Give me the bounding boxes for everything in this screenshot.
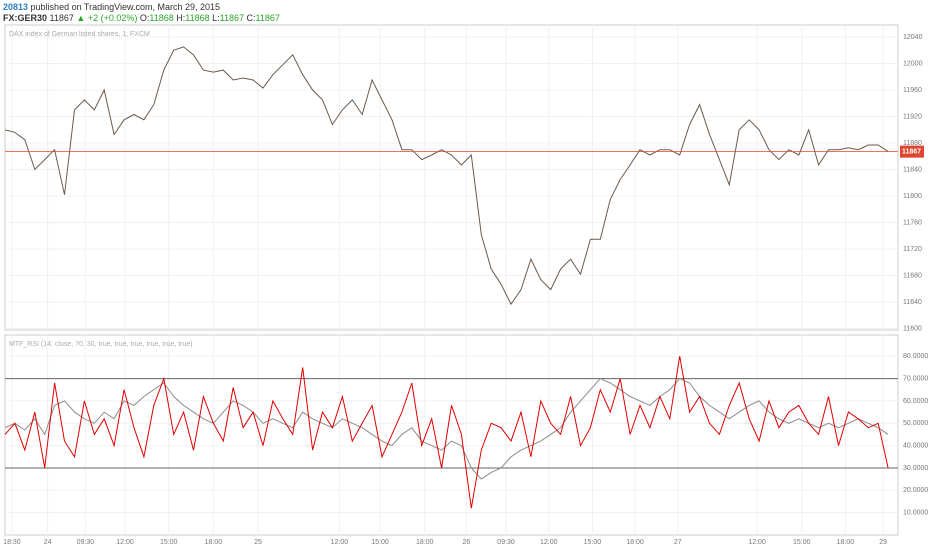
- x-tick-label: 12:00: [540, 539, 558, 546]
- y-tick-label: 50.0000: [903, 420, 928, 427]
- x-tick-label: 09:30: [497, 539, 515, 546]
- pane-title: MTF_RSI (14, close, 70, 30, true, true, …: [9, 341, 193, 348]
- x-tick-label: 27: [674, 539, 682, 546]
- o-label: O:: [139, 13, 150, 23]
- y-tick-label: 11880: [903, 140, 922, 147]
- header: 20813 published on TradingView.com, Marc…: [3, 2, 280, 24]
- x-tick-label: 18:30: [3, 539, 21, 546]
- y-tick-label: 30.0000: [903, 465, 928, 472]
- symbol: FX:GER30: [3, 13, 48, 23]
- y-tick-label: 11920: [903, 113, 922, 120]
- y-tick-label: 20.0000: [903, 487, 928, 494]
- publish-line: 20813 published on TradingView.com, Marc…: [3, 2, 280, 13]
- y-tick-label: 11640: [903, 299, 922, 306]
- x-tick-label: 09:30: [77, 539, 95, 546]
- x-tick-label: 15:00: [793, 539, 811, 546]
- y-tick-label: 12040: [903, 34, 923, 41]
- open: 11868: [149, 13, 174, 23]
- y-tick-label: 11840: [903, 166, 922, 173]
- quote-line: FX:GER30 11867 ▲ +2 (+0.02%) O:11868 H:1…: [3, 13, 280, 24]
- rsi-pane: [4, 334, 899, 536]
- x-tick-label: 25: [254, 539, 262, 546]
- x-tick-label: 15:00: [160, 539, 178, 546]
- series-line: [4, 377, 889, 480]
- l-label: L:: [212, 13, 220, 23]
- series-line: [4, 356, 889, 509]
- high: 11868: [185, 13, 210, 23]
- low: 11867: [219, 13, 245, 23]
- y-tick-label: 12000: [903, 60, 923, 67]
- last: 11867: [49, 13, 74, 23]
- y-tick-label: 11680: [903, 272, 922, 279]
- last-price-box: [900, 145, 924, 158]
- c-label: C:: [246, 13, 256, 23]
- x-tick-label: 18:00: [416, 539, 434, 546]
- y-tick-label: 70.0000: [903, 375, 928, 382]
- y-tick-label: 11600: [903, 326, 922, 333]
- y-tick-label: 60.0000: [903, 398, 928, 405]
- x-tick-label: 12:00: [331, 539, 349, 546]
- pane-title: DAX index of German listed shares, 1, FX…: [9, 31, 150, 38]
- change: ▲ +2 (+0.02%): [76, 13, 138, 23]
- y-tick-label: 10.0000: [903, 509, 928, 516]
- y-tick-label: 11760: [903, 219, 922, 226]
- x-tick-label: 12:00: [116, 539, 134, 546]
- x-tick-label: 18:00: [626, 539, 644, 546]
- x-tick-label: 12:00: [748, 539, 766, 546]
- series-line: [4, 46, 889, 306]
- y-tick-label: 80.0000: [903, 353, 928, 360]
- x-tick-label: 24: [44, 539, 52, 546]
- x-tick-label: 18:00: [837, 539, 855, 546]
- y-tick-label: 11960: [903, 87, 922, 94]
- x-tick-label: 29: [879, 539, 887, 546]
- x-tick-label: 26: [462, 539, 470, 546]
- last-price-label: 11867: [902, 148, 921, 155]
- views: 20813: [3, 2, 29, 12]
- y-tick-label: 11720: [903, 246, 922, 253]
- price-pane: [4, 24, 899, 331]
- x-tick-label: 18:00: [205, 539, 223, 546]
- published: published on TradingView.com, March 29, …: [30, 2, 220, 12]
- h-label: H:: [176, 13, 186, 23]
- y-tick-label: 40.0000: [903, 442, 928, 449]
- x-tick-label: 15:00: [584, 539, 602, 546]
- x-tick-label: 15:00: [371, 539, 389, 546]
- close: 11867: [255, 13, 280, 23]
- y-tick-label: 11800: [903, 193, 922, 200]
